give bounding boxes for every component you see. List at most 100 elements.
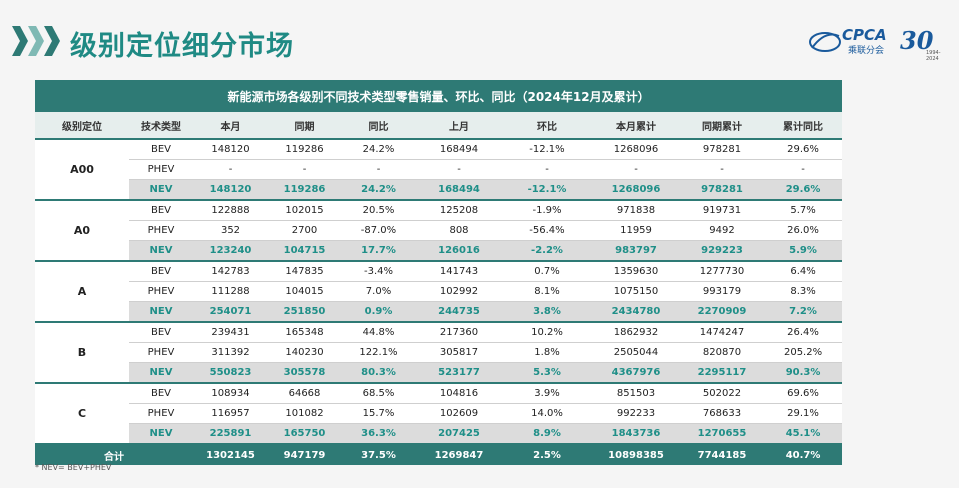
value-cell: 1359630 [592, 261, 680, 282]
value-cell: 165750 [268, 423, 341, 445]
tech-type-cell: PHEV [129, 220, 193, 241]
chevron-right-icon [44, 26, 60, 56]
value-cell: 24.2% [341, 179, 416, 201]
tech-type-cell: BEV [129, 200, 193, 221]
value-cell: 225891 [193, 423, 268, 445]
value-cell: 102609 [416, 403, 502, 424]
table-row: NEV 123240 104715 17.7% 126016 -2.2% 983797 929… [35, 240, 843, 262]
table-caption: 新能源市场各级别不同技术类型零售销量、环比、同比（2024年12月及累计） [35, 80, 843, 112]
value-cell: 26.4% [764, 322, 843, 343]
value-cell: 165348 [268, 322, 341, 343]
column-header: 本月 [193, 112, 268, 140]
table-header-row: 级别定位 技术类型 本月 同期 同比 上月 环比 本月累计 同期累计 累计同比 [35, 112, 843, 140]
page-title: 级别定位细分市场 [70, 31, 294, 62]
column-header: 同比 [341, 112, 416, 140]
total-value-cell: 1269847 [416, 444, 502, 465]
value-cell: 820870 [680, 342, 764, 363]
total-value-cell: 40.7% [764, 444, 843, 465]
value-cell: 147835 [268, 261, 341, 282]
header: 级别定位细分市场 CPCA 乘联分会 30 1994-2024 [0, 0, 959, 76]
value-cell: 36.3% [341, 423, 416, 445]
value-cell: 15.7% [341, 403, 416, 424]
value-cell: 1270655 [680, 423, 764, 445]
cpca-logo: CPCA 乘联分会 [808, 26, 896, 58]
level-cell: A [35, 261, 129, 323]
cpca-emblem-icon [809, 32, 841, 52]
value-cell: 254071 [193, 301, 268, 323]
level-cell: C [35, 383, 129, 445]
value-cell: 141743 [416, 261, 502, 282]
value-cell: 0.7% [502, 261, 592, 282]
value-cell: 978281 [680, 179, 764, 201]
value-cell: 305817 [416, 342, 502, 363]
total-value-cell: 1302145 [193, 444, 268, 465]
value-cell: 1268096 [592, 139, 680, 160]
table-row: C BEV 108934 64668 68.5% 104816 3.9% 851503 5020… [35, 383, 843, 445]
table-row: NEV 225891 165750 36.3% 207425 8.9% 1843736 127… [35, 423, 843, 445]
value-cell: 148120 [193, 139, 268, 160]
value-cell: 1075150 [592, 281, 680, 302]
value-cell: 8.3% [764, 281, 843, 302]
value-cell: 45.1% [764, 423, 843, 445]
value-cell: 11959 [592, 220, 680, 241]
value-cell: 168494 [416, 139, 502, 160]
column-header: 累计同比 [764, 112, 843, 140]
tech-type-cell: BEV [129, 383, 193, 404]
level-cell: A00 [35, 139, 129, 201]
value-cell: 2295117 [680, 362, 764, 384]
value-cell: 7.2% [764, 301, 843, 323]
value-cell: 919731 [680, 200, 764, 221]
value-cell: 102992 [416, 281, 502, 302]
value-cell: 102015 [268, 200, 341, 221]
value-cell: 993179 [680, 281, 764, 302]
anniversary-logo: 30 1994-2024 [900, 26, 952, 62]
tech-type-cell: BEV [129, 322, 193, 343]
value-cell: 239431 [193, 322, 268, 343]
column-header: 本月累计 [592, 112, 680, 140]
table-row: NEV 550823 305578 80.3% 523177 5.3% 4367976 229… [35, 362, 843, 384]
value-cell: 978281 [680, 139, 764, 160]
value-cell: 0.9% [341, 301, 416, 323]
logo-brand: CPCA [842, 26, 887, 44]
value-cell: 207425 [416, 423, 502, 445]
value-cell: 10.2% [502, 322, 592, 343]
table-row: PHEV 311392 140230 122.1% 305817 1.8% 2505044 8… [35, 342, 843, 363]
value-cell: 119286 [268, 139, 341, 160]
value-cell: 251850 [268, 301, 341, 323]
value-cell: 550823 [193, 362, 268, 384]
value-cell: 3.8% [502, 301, 592, 323]
value-cell: 6.4% [764, 261, 843, 282]
value-cell: -1.9% [502, 200, 592, 221]
value-cell: 217360 [416, 322, 502, 343]
value-cell: 1277730 [680, 261, 764, 282]
tech-type-cell: NEV [129, 179, 193, 201]
value-cell: 119286 [268, 179, 341, 201]
value-cell: -2.2% [502, 240, 592, 262]
value-cell: 108934 [193, 383, 268, 404]
sales-table: 新能源市场各级别不同技术类型零售销量、环比、同比（2024年12月及累计） 级别… [35, 80, 843, 465]
total-row: 合计 1302145 947179 37.5% 1269847 2.5% 10898385 7… [35, 444, 843, 465]
anniversary-years: 1994-2024 [926, 50, 941, 62]
value-cell: 148120 [193, 179, 268, 201]
chevron-right-icon [28, 26, 44, 56]
value-cell: -12.1% [502, 179, 592, 201]
value-cell: 168494 [416, 179, 502, 201]
value-cell: -3.4% [341, 261, 416, 282]
value-cell: 2505044 [592, 342, 680, 363]
column-header: 环比 [502, 112, 592, 140]
value-cell: 2700 [268, 220, 341, 241]
value-cell: 2270909 [680, 301, 764, 323]
table-row: PHEV - - - - - - - - [35, 159, 843, 180]
tech-type-cell: BEV [129, 139, 193, 160]
value-cell: 768633 [680, 403, 764, 424]
value-cell: 971838 [592, 200, 680, 221]
value-cell: - [592, 159, 680, 180]
value-cell: 29.6% [764, 179, 843, 201]
value-cell: 123240 [193, 240, 268, 262]
table-row: B BEV 239431 165348 44.8% 217360 10.2% 1862932 1… [35, 322, 843, 384]
value-cell: 3.9% [502, 383, 592, 404]
value-cell: 5.3% [502, 362, 592, 384]
table-row: PHEV 111288 104015 7.0% 102992 8.1% 1075150 993… [35, 281, 843, 302]
table-row: PHEV 116957 101082 15.7% 102609 14.0% 992233 76… [35, 403, 843, 424]
level-cell: A0 [35, 200, 129, 262]
